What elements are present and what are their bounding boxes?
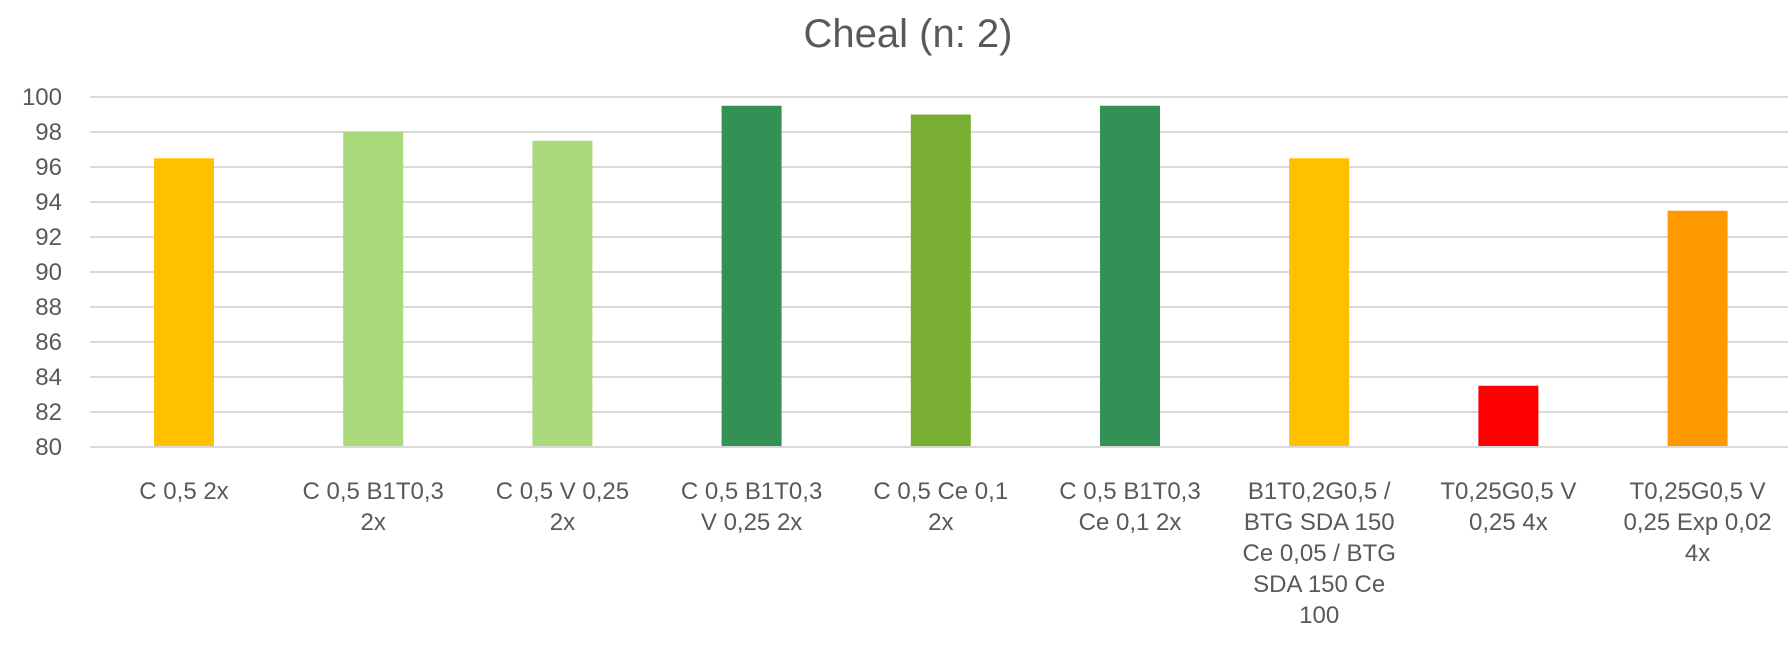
- x-tick-label-line: T0,25G0,5 V: [1630, 478, 1766, 505]
- y-tick-label: 98: [35, 119, 62, 146]
- x-tick-label-line: B1T0,2G0,5 /: [1248, 478, 1391, 505]
- y-tick-label: 92: [35, 224, 62, 251]
- x-tick-label-line: V 0,25 2x: [701, 509, 802, 536]
- x-tick-label-3: C 0,5 V 0,25 2x: [496, 478, 629, 536]
- x-tick-label-line: Ce 0,1 2x: [1079, 509, 1182, 536]
- x-tick-label-4: C 0,5 B1T0,3 V 0,25 2x: [681, 478, 822, 536]
- x-tick-label-line: 2x: [550, 509, 575, 536]
- x-tick-label-7: B1T0,2G0,5 / BTG SDA 150 Ce 0,05 / BTG SDA …: [1242, 478, 1395, 629]
- chart-title: Cheal (n: 2): [804, 12, 1013, 56]
- x-tick-label-line: 0,25 4x: [1469, 509, 1548, 536]
- x-axis-labels: C 0,5 2x C 0,5 B1T0,3 2xC 0,5 V 0,25 2xC 0,…: [139, 478, 1771, 629]
- x-tick-label-9: T0,25G0,5 V 0,25 Exp 0,02 4x: [1624, 478, 1772, 567]
- bar-8: [1478, 385, 1539, 447]
- x-tick-label-6: C 0,5 B1T0,3 Ce 0,1 2x: [1059, 478, 1200, 536]
- bar-3: [532, 140, 593, 447]
- x-tick-label-line: C 0,5 2x: [139, 478, 228, 505]
- x-tick-label-line: C 0,5 B1T0,3: [1059, 478, 1200, 505]
- bar-2: [343, 132, 404, 447]
- x-tick-label-line: 2x: [928, 509, 953, 536]
- bar-7: [1289, 158, 1350, 447]
- x-tick-label-1: C 0,5 2x: [139, 478, 228, 505]
- x-tick-label-line: BTG SDA 150: [1244, 509, 1395, 536]
- y-tick-label: 88: [35, 294, 62, 321]
- bar-4: [721, 105, 782, 447]
- bar-5: [910, 114, 971, 447]
- x-tick-label-line: SDA 150 Ce: [1253, 571, 1385, 598]
- y-tick-label: 94: [35, 189, 62, 216]
- x-tick-label-8: T0,25G0,5 V 0,25 4x: [1440, 478, 1576, 536]
- y-tick-label: 96: [35, 154, 62, 181]
- bars: [154, 105, 1728, 447]
- x-tick-label-5: C 0,5 Ce 0,1 2x: [873, 478, 1008, 536]
- bar-1: [154, 158, 214, 447]
- x-tick-label-line: 2x: [361, 509, 386, 536]
- y-axis-ticks: 80 82 84 86 88 90 92 94 96 98 100: [22, 84, 62, 461]
- x-tick-label-line: 0,25 Exp 0,02: [1624, 509, 1772, 536]
- y-tick-label: 82: [35, 399, 62, 426]
- x-tick-label-line: 4x: [1685, 540, 1710, 567]
- x-tick-label-line: 100: [1299, 602, 1339, 629]
- bar-9: [1667, 210, 1728, 447]
- x-tick-label-line: T0,25G0,5 V: [1440, 478, 1576, 505]
- x-tick-label-2: C 0,5 B1T0,3 2x: [302, 478, 443, 536]
- bar-6: [1100, 105, 1160, 447]
- y-tick-label: 90: [35, 259, 62, 286]
- x-tick-label-line: C 0,5 B1T0,3: [681, 478, 822, 505]
- y-tick-label: 80: [35, 434, 62, 461]
- x-tick-label-line: Ce 0,05 / BTG: [1242, 540, 1395, 567]
- y-tick-label: 86: [35, 329, 62, 356]
- y-tick-label: 84: [35, 364, 62, 391]
- y-tick-label: 100: [22, 84, 62, 111]
- x-tick-label-line: C 0,5 Ce 0,1: [873, 478, 1008, 505]
- x-tick-label-line: C 0,5 V 0,25: [496, 478, 629, 505]
- x-tick-label-line: C 0,5 B1T0,3: [302, 478, 443, 505]
